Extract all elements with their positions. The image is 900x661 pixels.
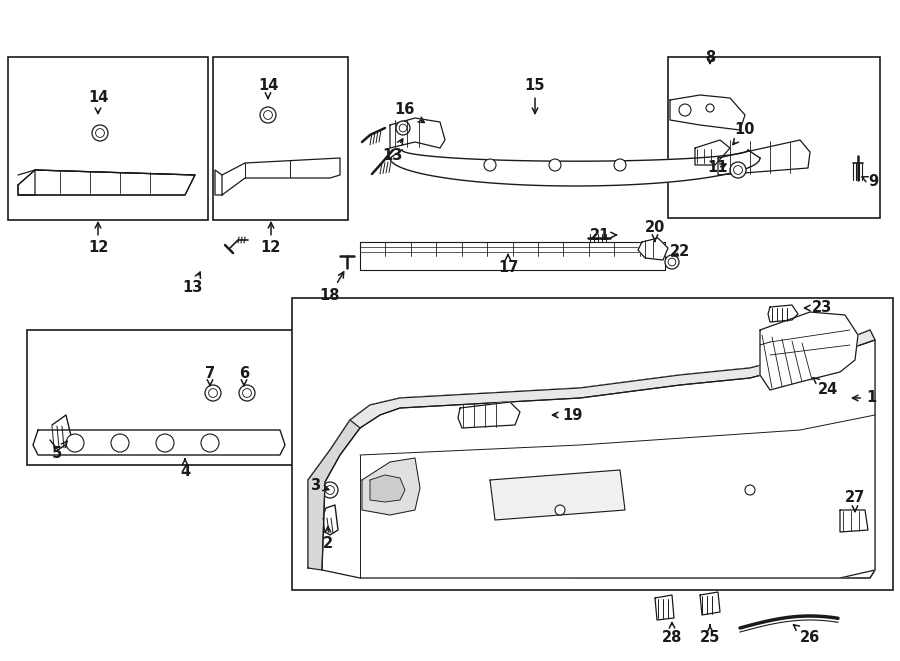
Circle shape [706, 104, 714, 112]
Polygon shape [718, 140, 810, 175]
Circle shape [260, 107, 276, 123]
Circle shape [111, 434, 129, 452]
Circle shape [396, 121, 410, 135]
Circle shape [205, 385, 221, 401]
Polygon shape [638, 238, 668, 260]
Text: 24: 24 [814, 377, 838, 397]
Polygon shape [370, 475, 405, 502]
Text: 5: 5 [52, 441, 68, 461]
Polygon shape [350, 330, 875, 428]
Text: 28: 28 [662, 623, 682, 646]
Circle shape [66, 434, 84, 452]
Text: 14: 14 [257, 77, 278, 98]
Polygon shape [760, 312, 858, 390]
Circle shape [555, 505, 565, 515]
Polygon shape [308, 330, 875, 578]
Text: 11: 11 [707, 161, 728, 176]
Text: 21: 21 [590, 227, 616, 243]
Circle shape [614, 159, 626, 171]
Text: 17: 17 [498, 254, 518, 276]
Text: 2: 2 [323, 527, 333, 551]
Circle shape [95, 129, 104, 137]
Text: 20: 20 [644, 221, 665, 241]
Text: 14: 14 [88, 91, 108, 114]
Text: 12: 12 [88, 223, 108, 256]
Bar [213, 57, 348, 220]
Polygon shape [695, 140, 730, 165]
Text: 12: 12 [261, 223, 281, 256]
Text: 7: 7 [205, 366, 215, 385]
Circle shape [399, 124, 407, 132]
Text: 27: 27 [845, 490, 865, 512]
Text: 15: 15 [525, 77, 545, 114]
Polygon shape [308, 420, 360, 570]
Text: 10: 10 [733, 122, 755, 145]
Text: 9: 9 [862, 175, 878, 190]
Polygon shape [322, 505, 338, 535]
Circle shape [549, 159, 561, 171]
Circle shape [484, 159, 496, 171]
Circle shape [326, 486, 335, 494]
Text: 3: 3 [310, 477, 328, 492]
Text: 19: 19 [553, 407, 582, 422]
Text: 13: 13 [183, 272, 203, 295]
Circle shape [92, 125, 108, 141]
Polygon shape [390, 118, 445, 148]
Polygon shape [322, 340, 875, 578]
Text: 16: 16 [395, 102, 424, 122]
Text: 8: 8 [705, 50, 716, 65]
Circle shape [239, 385, 255, 401]
Circle shape [201, 434, 219, 452]
Polygon shape [50, 415, 72, 450]
Polygon shape [222, 158, 340, 195]
Circle shape [668, 258, 676, 266]
Circle shape [243, 389, 251, 397]
Text: 26: 26 [794, 625, 820, 646]
Polygon shape [490, 470, 625, 520]
Circle shape [665, 255, 679, 269]
Circle shape [745, 485, 755, 495]
Polygon shape [18, 170, 195, 195]
Bar [27, 330, 297, 465]
Circle shape [679, 104, 691, 116]
Circle shape [730, 162, 746, 178]
Polygon shape [700, 592, 720, 615]
Polygon shape [670, 95, 745, 130]
Polygon shape [655, 595, 674, 620]
Text: 22: 22 [670, 245, 690, 260]
Bar [8, 57, 208, 220]
Polygon shape [840, 510, 868, 532]
Polygon shape [768, 305, 798, 322]
Polygon shape [458, 402, 520, 428]
Bar [292, 298, 893, 590]
Text: 4: 4 [180, 459, 190, 479]
Text: 1: 1 [852, 391, 876, 405]
Circle shape [264, 110, 273, 120]
Text: 18: 18 [320, 272, 344, 303]
Bar [668, 57, 880, 218]
Circle shape [156, 434, 174, 452]
Text: 6: 6 [238, 366, 249, 385]
Circle shape [209, 389, 218, 397]
Polygon shape [390, 150, 760, 186]
Text: 23: 23 [805, 301, 832, 315]
Polygon shape [33, 430, 285, 455]
Text: 13: 13 [382, 139, 403, 163]
Circle shape [734, 166, 742, 175]
Text: 25: 25 [700, 625, 720, 646]
Circle shape [322, 482, 338, 498]
Polygon shape [362, 458, 420, 515]
